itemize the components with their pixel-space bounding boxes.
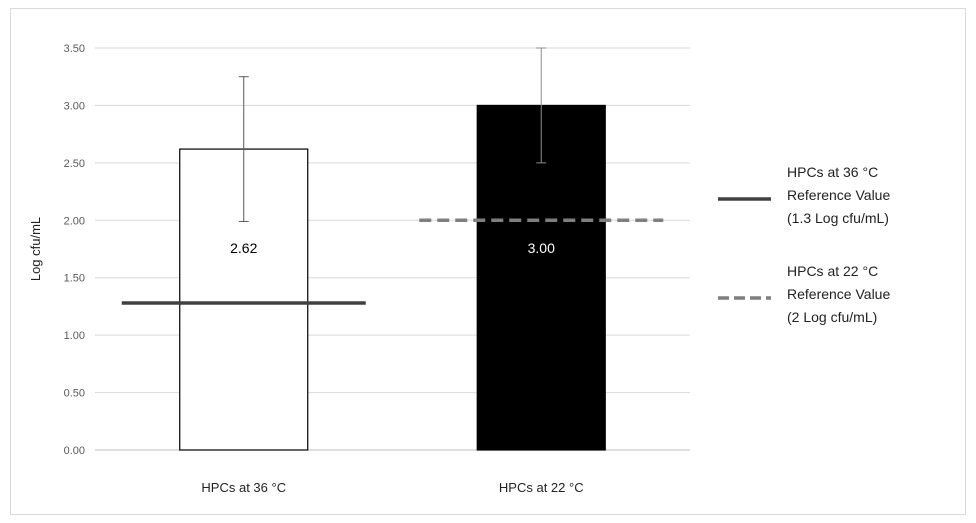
y-tick-label: 0.50	[64, 388, 85, 400]
error-bars	[238, 47, 547, 222]
legend-label: HPCs at 22 °C	[787, 263, 878, 279]
y-tick-labels: 0.00 0.50 1.00 1.50 2.00 2.50 3.00 3.50	[64, 43, 85, 457]
category-labels: HPCs at 36 °C HPCs at 22 °C	[201, 480, 583, 495]
reference-lines	[121, 218, 664, 305]
y-tick-label: 3.00	[64, 100, 85, 112]
error-bar	[238, 76, 249, 222]
legend-label: (2 Log cfu/mL)	[787, 309, 877, 325]
data-labels: 2.62 3.00	[230, 240, 555, 256]
legend-label: HPCs at 36 °C	[787, 164, 878, 180]
y-tick-label: 0.00	[64, 445, 85, 457]
y-tick-label: 1.50	[64, 273, 85, 285]
y-tick-label: 2.50	[64, 158, 85, 170]
legend-label: (1.3 Log cfu/mL)	[787, 210, 889, 226]
legend-label: Reference Value	[787, 286, 890, 302]
data-label: 3.00	[528, 240, 555, 256]
data-label: 2.62	[230, 240, 257, 256]
error-bar	[536, 47, 547, 164]
y-tick-label: 3.50	[64, 43, 85, 55]
category-label: HPCs at 36 °C	[201, 480, 286, 495]
category-label: HPCs at 22 °C	[499, 480, 584, 495]
legend-entry: HPCs at 36 °C Reference Value (1.3 Log cfu…	[718, 164, 890, 226]
y-tick-label: 2.00	[64, 215, 85, 227]
y-axis-label: Log cfu/mL	[28, 217, 43, 281]
legend: HPCs at 36 °C Reference Value (1.3 Log cfu…	[718, 164, 890, 325]
legend-entry: HPCs at 22 °C Reference Value (2 Log cfu/m…	[718, 263, 890, 325]
y-tick-label: 1.00	[64, 330, 85, 342]
legend-label: Reference Value	[787, 187, 890, 203]
